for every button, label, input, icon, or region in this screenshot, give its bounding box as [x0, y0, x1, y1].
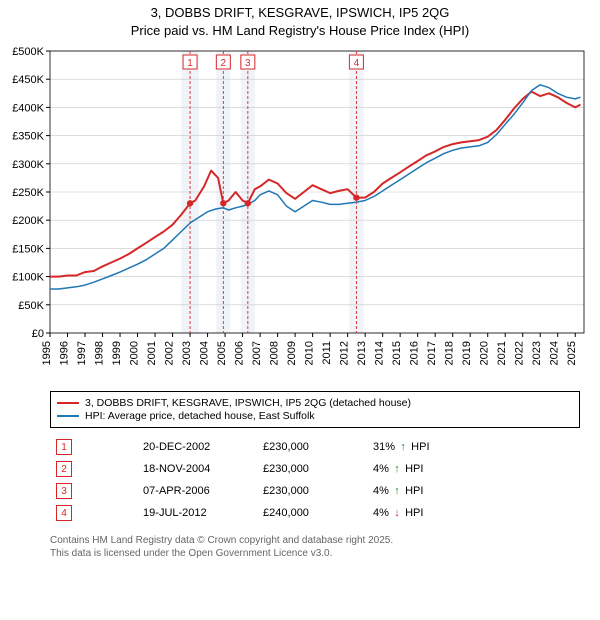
sale-date: 20-DEC-2002 — [137, 436, 257, 458]
svg-text:£200K: £200K — [12, 215, 44, 227]
svg-text:2015: 2015 — [391, 341, 403, 365]
table-row: 4 19-JUL-2012£240,0004% ↓ HPI — [50, 502, 580, 524]
arrow-up-icon: ↑ — [392, 485, 402, 497]
footer-line1: Contains HM Land Registry data © Crown c… — [50, 534, 580, 547]
sale-date: 19-JUL-2012 — [137, 502, 257, 524]
svg-text:£100K: £100K — [12, 272, 44, 284]
legend-label: 3, DOBBS DRIFT, KESGRAVE, IPSWICH, IP5 2… — [85, 397, 411, 409]
table-row: 3 07-APR-2006£230,0004% ↑ HPI — [50, 480, 580, 502]
svg-text:2005: 2005 — [216, 341, 228, 365]
svg-text:2016: 2016 — [409, 341, 421, 365]
chart-title: 3, DOBBS DRIFT, KESGRAVE, IPSWICH, IP5 2… — [0, 4, 600, 39]
sale-badge: 1 — [56, 439, 72, 455]
svg-text:2022: 2022 — [514, 341, 526, 365]
svg-text:£500K: £500K — [12, 46, 44, 58]
svg-text:1997: 1997 — [76, 341, 88, 365]
sale-change: 4% ↑ HPI — [367, 458, 580, 480]
svg-text:2002: 2002 — [164, 341, 176, 365]
sale-change: 4% ↑ HPI — [367, 480, 580, 502]
svg-text:1998: 1998 — [94, 341, 106, 365]
svg-text:2018: 2018 — [444, 341, 456, 365]
arrow-down-icon: ↓ — [392, 507, 402, 519]
sale-badge: 4 — [56, 505, 72, 521]
svg-text:£150K: £150K — [12, 243, 44, 255]
footer-line2: This data is licensed under the Open Gov… — [50, 547, 580, 560]
footer: Contains HM Land Registry data © Crown c… — [50, 534, 580, 560]
svg-text:£400K: £400K — [12, 102, 44, 114]
sale-price: £230,000 — [257, 458, 367, 480]
svg-text:3: 3 — [245, 58, 251, 69]
legend-row: 3, DOBBS DRIFT, KESGRAVE, IPSWICH, IP5 2… — [57, 397, 573, 409]
legend-row: HPI: Average price, detached house, East… — [57, 410, 573, 422]
sale-date: 18-NOV-2004 — [137, 458, 257, 480]
svg-text:2017: 2017 — [426, 341, 438, 365]
svg-text:2010: 2010 — [304, 341, 316, 365]
sales-table: 1 20-DEC-2002£230,00031% ↑ HPI 2 18-NOV-200… — [50, 436, 580, 524]
table-row: 2 18-NOV-2004£230,0004% ↑ HPI — [50, 458, 580, 480]
legend-swatch — [57, 415, 79, 417]
title-line1: 3, DOBBS DRIFT, KESGRAVE, IPSWICH, IP5 2… — [0, 4, 600, 22]
svg-text:2011: 2011 — [321, 341, 333, 365]
svg-text:£250K: £250K — [12, 187, 44, 199]
table-row: 1 20-DEC-2002£230,00031% ↑ HPI — [50, 436, 580, 458]
sale-badge: 3 — [56, 483, 72, 499]
sale-change: 31% ↑ HPI — [367, 436, 580, 458]
chart-svg: £0 £50K £100K £150K £200K £250K £300K £350K £400… — [6, 43, 594, 383]
svg-text:£0: £0 — [32, 328, 44, 340]
sale-price: £230,000 — [257, 436, 367, 458]
legend: 3, DOBBS DRIFT, KESGRAVE, IPSWICH, IP5 2… — [50, 391, 580, 428]
svg-text:2009: 2009 — [286, 341, 298, 365]
arrow-up-icon: ↑ — [392, 463, 402, 475]
sale-change: 4% ↓ HPI — [367, 502, 580, 524]
svg-text:£450K: £450K — [12, 74, 44, 86]
svg-text:1995: 1995 — [41, 341, 53, 365]
svg-text:2006: 2006 — [234, 341, 246, 365]
svg-text:2012: 2012 — [339, 341, 351, 365]
svg-text:2013: 2013 — [356, 341, 368, 365]
svg-text:1: 1 — [187, 58, 193, 69]
svg-text:1999: 1999 — [111, 341, 123, 365]
svg-text:2021: 2021 — [496, 341, 508, 365]
svg-text:2000: 2000 — [129, 341, 141, 365]
sale-badge: 2 — [56, 461, 72, 477]
sale-price: £230,000 — [257, 480, 367, 502]
sale-price: £240,000 — [257, 502, 367, 524]
legend-swatch — [57, 402, 79, 404]
legend-label: HPI: Average price, detached house, East… — [85, 410, 315, 422]
svg-text:2003: 2003 — [181, 341, 193, 365]
title-line2: Price paid vs. HM Land Registry's House … — [0, 22, 600, 40]
svg-text:2020: 2020 — [479, 341, 491, 365]
svg-text:2007: 2007 — [251, 341, 263, 365]
chart: £0 £50K £100K £150K £200K £250K £300K £350K £400… — [6, 43, 594, 383]
svg-text:2023: 2023 — [531, 341, 543, 365]
sale-date: 07-APR-2006 — [137, 480, 257, 502]
svg-text:£50K: £50K — [18, 300, 44, 312]
svg-text:2004: 2004 — [199, 341, 211, 365]
svg-text:2001: 2001 — [146, 341, 158, 365]
svg-text:2014: 2014 — [374, 341, 386, 365]
svg-text:2019: 2019 — [461, 341, 473, 365]
svg-text:2025: 2025 — [566, 341, 578, 365]
svg-text:1996: 1996 — [59, 341, 71, 365]
svg-text:£350K: £350K — [12, 131, 44, 143]
svg-text:2: 2 — [221, 58, 227, 69]
svg-text:4: 4 — [354, 58, 360, 69]
arrow-up-icon: ↑ — [398, 441, 408, 453]
svg-text:2024: 2024 — [549, 341, 561, 365]
svg-text:2008: 2008 — [269, 341, 281, 365]
svg-text:£300K: £300K — [12, 159, 44, 171]
